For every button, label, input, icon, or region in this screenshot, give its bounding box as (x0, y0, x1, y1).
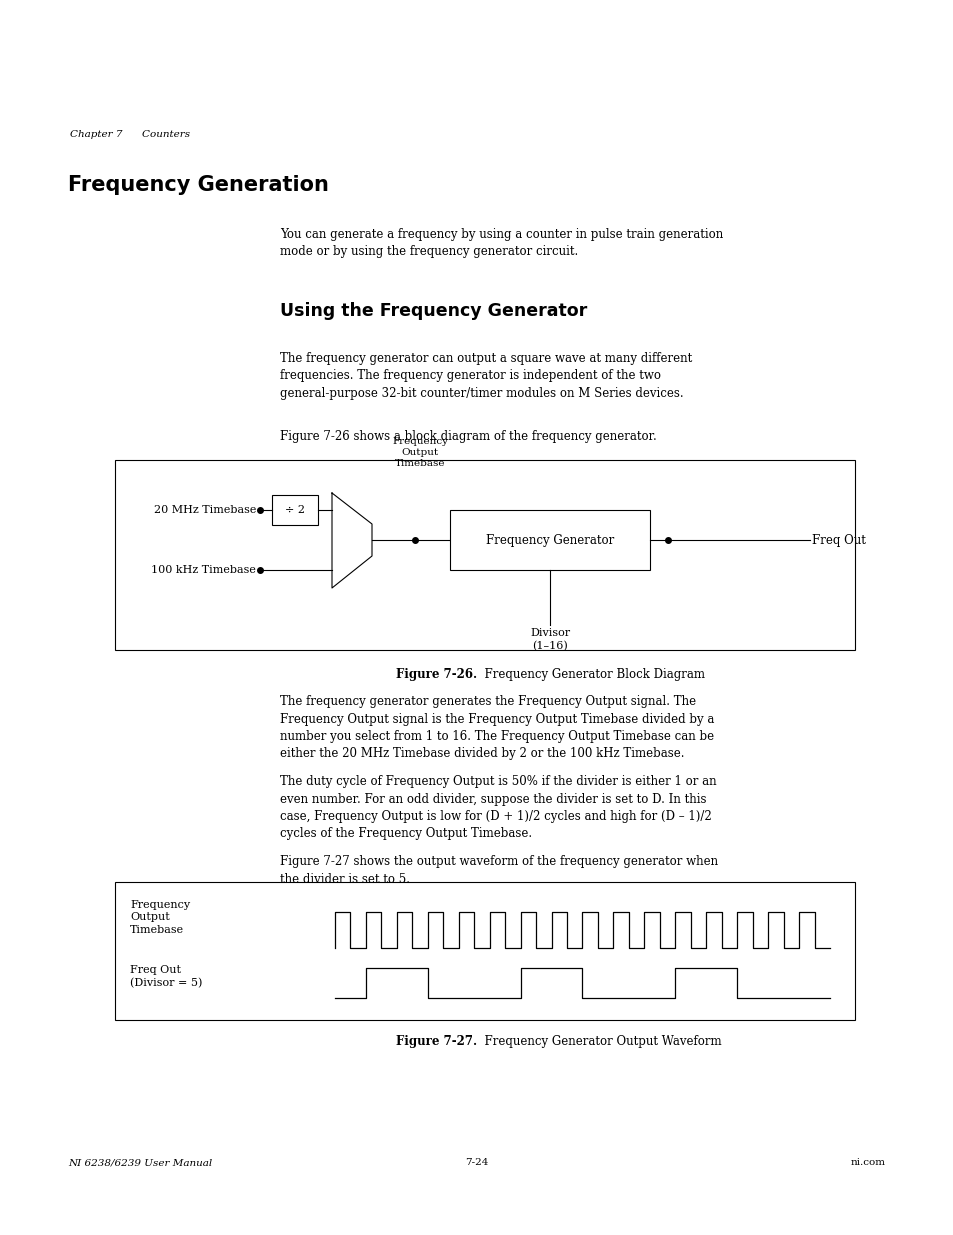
Text: Frequency
Output
Timebase: Frequency Output Timebase (130, 900, 190, 935)
Text: ni.com: ni.com (850, 1158, 885, 1167)
Text: ÷ 2: ÷ 2 (285, 505, 305, 515)
Text: Chapter 7      Counters: Chapter 7 Counters (70, 130, 190, 140)
Bar (115, 459, 854, 650)
Text: Figure 7-27 shows the output waveform of the frequency generator when
the divide: Figure 7-27 shows the output waveform of… (280, 855, 718, 885)
Bar (450, 510, 649, 571)
Bar (115, 882, 854, 1020)
Text: Frequency Generation: Frequency Generation (68, 175, 329, 195)
Text: The frequency generator generates the Frequency Output signal. The
Frequency Out: The frequency generator generates the Fr… (280, 695, 714, 761)
Text: Frequency Generator: Frequency Generator (485, 534, 614, 547)
Text: Figure 7-27.: Figure 7-27. (395, 1035, 476, 1049)
Text: Divisor
(1–16): Divisor (1–16) (529, 629, 570, 651)
Text: Frequency Generator Block Diagram: Frequency Generator Block Diagram (476, 668, 704, 680)
Text: Using the Frequency Generator: Using the Frequency Generator (280, 303, 587, 320)
Text: The duty cycle of Frequency Output is 50% if the divider is either 1 or an
even : The duty cycle of Frequency Output is 50… (280, 776, 716, 841)
Bar (272, 495, 317, 525)
Text: 20 MHz Timebase: 20 MHz Timebase (153, 505, 255, 515)
Text: 100 kHz Timebase: 100 kHz Timebase (151, 564, 255, 576)
Text: Frequency Generator Output Waveform: Frequency Generator Output Waveform (476, 1035, 720, 1049)
Text: You can generate a frequency by using a counter in pulse train generation
mode o: You can generate a frequency by using a … (280, 228, 722, 258)
Text: Figure 7-26.: Figure 7-26. (395, 668, 476, 680)
Text: Figure 7-26 shows a block diagram of the frequency generator.: Figure 7-26 shows a block diagram of the… (280, 430, 656, 443)
Text: Freq Out
(Divisor = 5): Freq Out (Divisor = 5) (130, 965, 202, 988)
Text: Freq Out: Freq Out (811, 534, 865, 547)
Text: Frequency
Output
Timebase: Frequency Output Timebase (392, 437, 448, 468)
Text: The frequency generator can output a square wave at many different
frequencies. : The frequency generator can output a squ… (280, 352, 692, 400)
Text: NI 6238/6239 User Manual: NI 6238/6239 User Manual (68, 1158, 212, 1167)
Text: 7-24: 7-24 (465, 1158, 488, 1167)
